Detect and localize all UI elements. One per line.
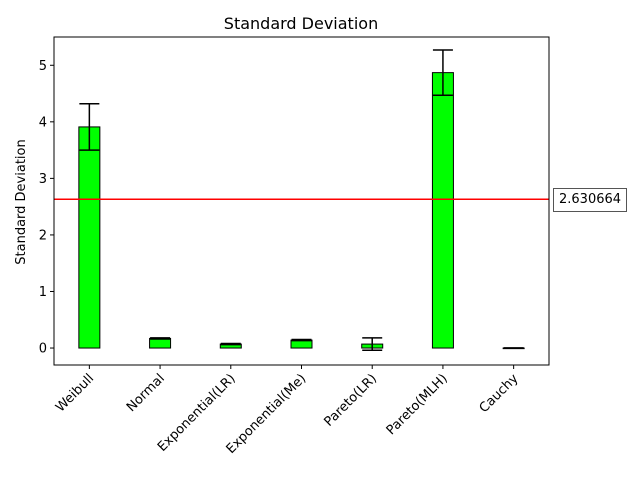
bar-5 [431,72,454,349]
x-tick-label-3: Exponential(Me) [224,371,310,457]
chart-title: Standard Deviation [224,14,378,33]
x-tick-label-4: Pareto(LR) [322,371,381,430]
y-tick-label-0: 0 [39,342,47,357]
error-bars-group [79,49,524,352]
bar-0 [78,126,101,349]
y-axis: 0 1 2 3 4 5 [39,59,54,357]
y-tick-label-4: 4 [39,115,47,130]
x-tick-label-1: Normal [124,371,168,415]
y-tick-label-5: 5 [39,59,47,74]
y-tick-label-3: 3 [39,172,47,187]
x-axis: Weibull NormalExponential(LR)Exponential(… [53,365,522,457]
x-tick-label-0: Weibull [53,371,97,415]
y-axis-label: Standard Deviation [14,139,29,264]
reference-value-label: 2.630664 [553,188,628,212]
plot-frame [53,36,550,366]
y-tick-label-1: 1 [39,285,47,300]
y-tick-label-2: 2 [39,228,47,243]
bars-group [78,72,525,350]
x-tick-label-5: Pareto(MLH) [384,371,451,438]
bar-1 [149,337,172,349]
x-tick-label-2: Exponential(LR) [155,371,239,455]
x-tick-label-6: Cauchy [477,371,522,416]
